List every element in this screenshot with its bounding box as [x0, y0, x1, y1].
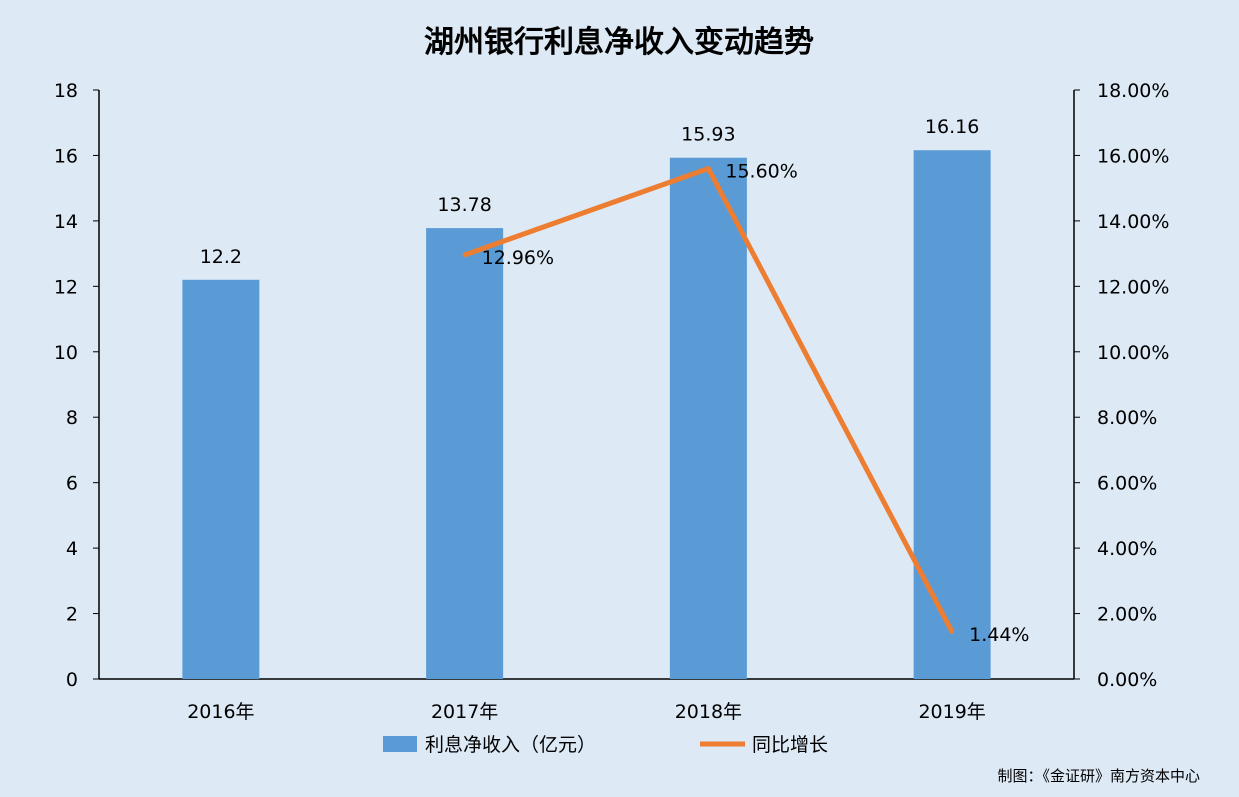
line-point: [706, 166, 711, 171]
y-tick-left-label: 18: [54, 80, 78, 102]
data-labels: 12.2 13.78 15.93 16.16 12.96% 15.60% 1.44%: [200, 116, 1030, 646]
y-tick-left-label: 14: [54, 211, 78, 233]
axes: 0 2 4 6 8 10 12 14 16 18 0.00% 2.00% 4.00% 6.00% 8.00%…: [54, 80, 1170, 723]
bar-series: [182, 150, 991, 680]
y-tick-right-label: 16.00%: [1097, 145, 1169, 167]
bar: [669, 157, 747, 680]
x-tick-label: 2017年: [431, 701, 498, 723]
line-value-label: 12.96%: [482, 247, 554, 269]
bar: [426, 228, 504, 680]
y-tick-right-label: 2.00%: [1097, 604, 1157, 626]
chart-title: 湖州银行利息净收入变动趋势: [424, 25, 814, 60]
line-series: [462, 166, 955, 634]
y-tick-right-label: 12.00%: [1097, 276, 1169, 298]
y-tick-right-label: 10.00%: [1097, 342, 1169, 364]
legend-bar-swatch: [383, 736, 417, 752]
chart-credit: 制图：《金证研》南方资本中心: [997, 767, 1200, 785]
y-tick-left-label: 16: [54, 145, 78, 167]
bar-value-label: 16.16: [925, 116, 979, 138]
line-value-label: 15.60%: [725, 161, 797, 183]
line-point: [462, 252, 467, 257]
x-tick-label: 2018年: [675, 701, 742, 723]
line-value-label: 1.44%: [969, 624, 1029, 646]
legend-line-label: 同比增长: [752, 734, 828, 756]
y-tick-right-label: 6.00%: [1097, 473, 1157, 495]
bar-value-label: 12.2: [200, 246, 242, 268]
line-point: [950, 629, 955, 634]
bar-value-label: 15.93: [681, 124, 735, 146]
y-tick-right-label: 8.00%: [1097, 407, 1157, 429]
x-tick-label: 2019年: [918, 701, 985, 723]
legend-bar-label: 利息净收入（亿元）: [425, 734, 596, 756]
y-tick-left-label: 4: [66, 538, 78, 560]
y-tick-left-label: 10: [54, 342, 78, 364]
y-tick-right-label: 18.00%: [1097, 80, 1169, 102]
y-tick-left-label: 6: [66, 473, 78, 495]
y-tick-right-label: 4.00%: [1097, 538, 1157, 560]
y-tick-right-label: 0.00%: [1097, 669, 1157, 691]
y-tick-left-label: 12: [54, 276, 78, 298]
y-tick-right-label: 14.00%: [1097, 211, 1169, 233]
bar: [913, 150, 991, 680]
bar: [182, 279, 260, 679]
y-tick-left-label: 2: [66, 604, 78, 626]
legend: 利息净收入（亿元） 同比增长: [383, 734, 828, 756]
y-tick-left-label: 8: [66, 407, 78, 429]
y-tick-left-label: 0: [66, 669, 78, 691]
x-tick-label: 2016年: [187, 701, 254, 723]
bar-value-label: 13.78: [437, 194, 491, 216]
